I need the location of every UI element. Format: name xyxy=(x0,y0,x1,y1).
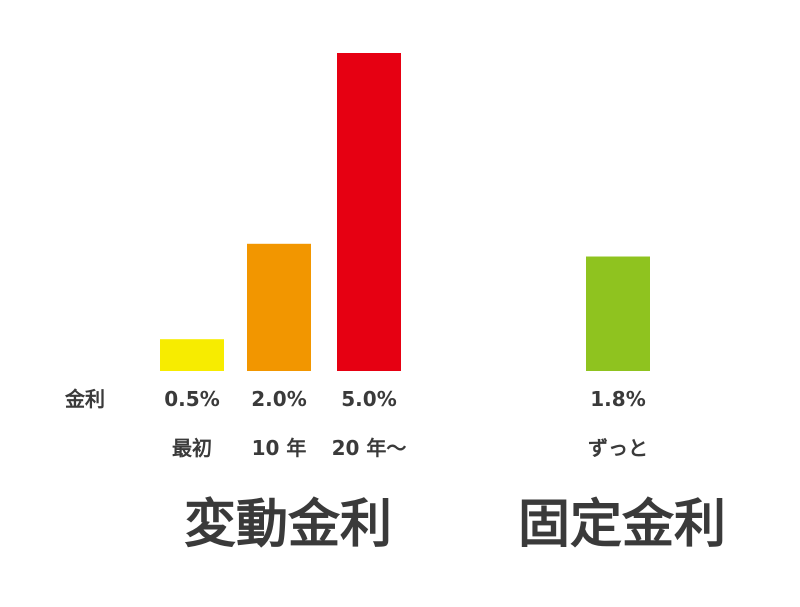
value-label-1: 2.0% xyxy=(251,387,306,411)
group-label-1: 固定金利 xyxy=(518,495,726,555)
group-labels-layer: 変動金利 固定金利 xyxy=(184,495,726,555)
row-label-rate: 金利 xyxy=(64,387,105,411)
period-label-0: 最初 xyxy=(172,436,212,460)
value-label-0: 0.5% xyxy=(164,387,219,411)
bar-3 xyxy=(586,256,650,371)
bar-1 xyxy=(247,243,311,371)
period-label-1: 10 年 xyxy=(252,436,307,460)
value-label-3: 1.8% xyxy=(590,387,645,411)
bar-2 xyxy=(337,53,401,371)
value-labels-layer: 0.5% 2.0% 5.0% 1.8% xyxy=(164,387,645,411)
bar-0 xyxy=(160,339,224,371)
bars-layer xyxy=(160,53,650,371)
period-labels-layer: 最初 10 年 20 年～ ずっと xyxy=(172,436,648,460)
period-label-2: 20 年～ xyxy=(332,436,407,460)
period-label-3: ずっと xyxy=(588,436,648,460)
value-label-2: 5.0% xyxy=(341,387,396,411)
group-label-0: 変動金利 xyxy=(184,495,392,555)
